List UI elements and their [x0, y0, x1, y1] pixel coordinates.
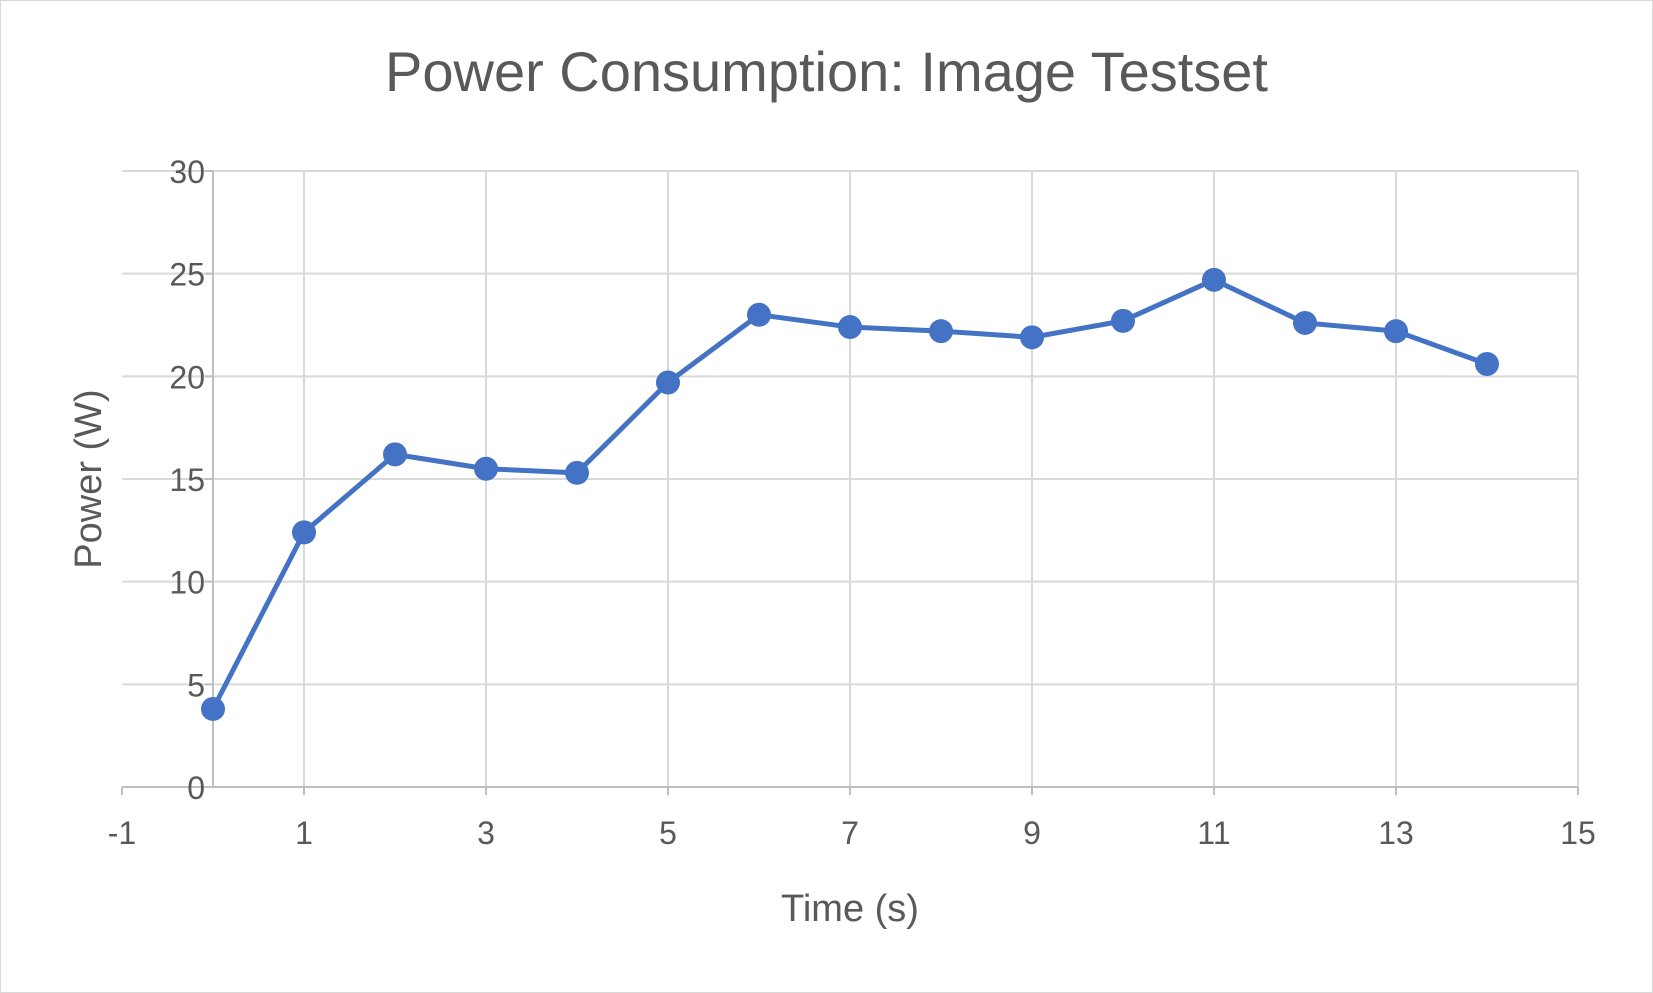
y-tick-label: 30	[169, 154, 205, 190]
data-point	[292, 520, 316, 545]
x-tick-label: -1	[108, 815, 136, 851]
series	[201, 267, 1499, 721]
x-tick-label: 7	[841, 815, 859, 851]
data-point	[1202, 267, 1226, 292]
x-tick-label: 9	[1023, 815, 1041, 851]
x-tick-label: 13	[1378, 815, 1414, 851]
data-point	[474, 456, 498, 481]
x-tick-label: 1	[295, 815, 313, 851]
y-tick-label: 10	[169, 565, 205, 601]
x-tick-label: 15	[1560, 815, 1596, 851]
x-tick-label: 11	[1197, 815, 1230, 851]
data-point	[383, 442, 407, 467]
x-axis-title: Time (s)	[781, 888, 919, 930]
x-tick-label: 5	[659, 815, 677, 851]
y-axis-title: Power (W)	[68, 389, 110, 568]
data-point	[838, 315, 862, 340]
y-tick-label: 25	[169, 257, 205, 293]
data-point	[1384, 319, 1408, 344]
data-point	[929, 319, 953, 344]
y-tick-label: 0	[187, 770, 205, 806]
y-tick-label: 15	[169, 462, 205, 498]
data-point	[1293, 310, 1317, 335]
data-point	[201, 696, 225, 721]
data-point	[656, 370, 680, 395]
data-point	[747, 302, 771, 327]
data-point	[1111, 308, 1135, 333]
y-tick-label: 5	[187, 667, 205, 703]
x-tick-label: 3	[477, 815, 495, 851]
data-point	[565, 460, 589, 485]
y-tick-label: 20	[169, 359, 205, 395]
data-point	[1475, 352, 1499, 377]
axes	[121, 170, 1579, 795]
chart-title: Power Consumption: Image Testset	[385, 40, 1268, 103]
data-point	[1020, 325, 1044, 350]
gridlines	[122, 170, 1579, 787]
